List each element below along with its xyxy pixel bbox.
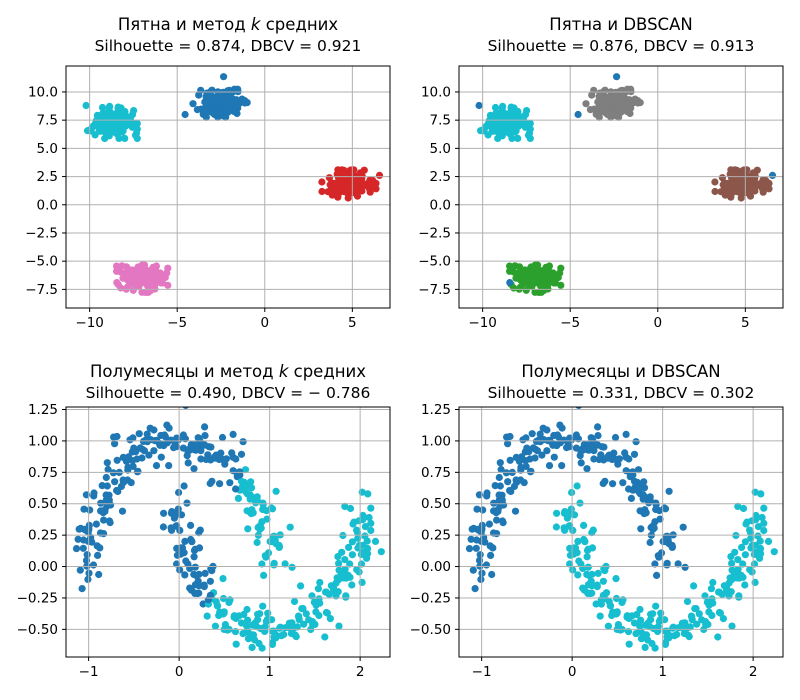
svg-text:2: 2 [749, 664, 758, 680]
svg-text:1.25: 1.25 [421, 402, 451, 418]
axes-moons-kmeans: −1 0 1 2 1.25 1.00 0.75 0.50 0.25 0.00 −0.25 −0.50 [17, 402, 391, 680]
plot-title: Пятна и метод k средних [66, 14, 390, 35]
svg-text:0: 0 [653, 315, 662, 331]
plot-title-block: Полумесяцы и DBSCAN Silhouette = 0.331, … [459, 361, 783, 404]
svg-text:0: 0 [568, 664, 577, 680]
subplot-moons-kmeans: −1 0 1 2 1.25 1.00 0.75 0.50 0.25 0.00 −0.25 −0.50 … [0, 350, 400, 700]
svg-text:−5: −5 [560, 315, 580, 331]
svg-text:7.5: 7.5 [430, 113, 451, 129]
subplot-moons-dbscan: −1 0 1 2 1.25 1.00 0.75 0.50 0.25 0.00 −0.25 −0.50 … [400, 350, 800, 700]
svg-text:−10: −10 [468, 315, 497, 331]
svg-text:10.0: 10.0 [28, 84, 58, 100]
svg-text:1.00: 1.00 [421, 433, 451, 449]
plot-title: Полумесяцы и метод k средних [66, 361, 390, 382]
svg-text:7.5: 7.5 [37, 113, 58, 129]
svg-text:0.0: 0.0 [430, 197, 451, 213]
svg-text:5.0: 5.0 [37, 141, 58, 157]
title-text: средних [288, 362, 367, 381]
axes-moons-dbscan: −1 0 1 2 1.25 1.00 0.75 0.50 0.25 0.00 −0.25 −0.50 [410, 402, 784, 680]
svg-text:5.0: 5.0 [430, 141, 451, 157]
svg-text:1: 1 [658, 664, 667, 680]
svg-text:−1: −1 [79, 664, 99, 680]
svg-text:0: 0 [260, 315, 269, 331]
svg-text:−0.50: −0.50 [410, 622, 451, 638]
svg-text:−5: −5 [167, 315, 187, 331]
svg-text:2.5: 2.5 [37, 169, 58, 185]
svg-text:0: 0 [175, 664, 184, 680]
svg-text:1.25: 1.25 [28, 402, 58, 418]
title-italic-k: k [250, 15, 261, 34]
svg-text:0.75: 0.75 [421, 465, 451, 481]
svg-text:0.75: 0.75 [28, 465, 58, 481]
svg-text:−2.5: −2.5 [25, 225, 58, 241]
svg-text:−0.50: −0.50 [17, 622, 58, 638]
axes-blobs-kmeans: −10 −5 0 5 10.0 7.5 5.0 2.5 0.0 −2.5 −5.0 −7.5 [25, 65, 391, 331]
svg-text:1.00: 1.00 [28, 433, 58, 449]
svg-text:−7.5: −7.5 [418, 282, 451, 298]
svg-text:0.50: 0.50 [28, 496, 58, 512]
svg-text:2.5: 2.5 [430, 169, 451, 185]
svg-text:0.00: 0.00 [28, 559, 58, 575]
title-text: Пятна и метод [117, 15, 251, 34]
svg-text:5: 5 [741, 315, 750, 331]
svg-text:2: 2 [356, 664, 365, 680]
subplot-blobs-dbscan: −10 −5 0 5 10.0 7.5 5.0 2.5 0.0 −2.5 −5.0 −7.5 Пятн… [400, 0, 800, 350]
svg-text:1: 1 [265, 664, 274, 680]
title-text: Пятна и DBSCAN [549, 15, 693, 34]
title-italic-k: k [278, 362, 289, 381]
svg-text:0.25: 0.25 [421, 528, 451, 544]
svg-text:5: 5 [348, 315, 357, 331]
svg-text:−0.25: −0.25 [410, 590, 451, 606]
plot-title: Полумесяцы и DBSCAN [459, 361, 783, 382]
plot-subtitle: Silhouette = 0.331, DBCV = 0.302 [487, 384, 755, 402]
plot-title-block: Полумесяцы и метод k средних Silhouette … [66, 361, 390, 404]
svg-text:10.0: 10.0 [421, 84, 451, 100]
plot-title: Пятна и DBSCAN [459, 14, 783, 35]
plot-title-block: Пятна и DBSCAN Silhouette = 0.876, DBCV … [459, 14, 783, 57]
svg-text:0.0: 0.0 [37, 197, 58, 213]
svg-text:0.50: 0.50 [421, 496, 451, 512]
svg-text:−5.0: −5.0 [25, 254, 58, 270]
plot-subtitle: Silhouette = 0.490, DBCV = − 0.786 [85, 384, 371, 402]
svg-text:−2.5: −2.5 [418, 225, 451, 241]
svg-text:0.00: 0.00 [421, 559, 451, 575]
svg-text:−5.0: −5.0 [418, 254, 451, 270]
svg-text:−10: −10 [75, 315, 104, 331]
title-text: средних [260, 15, 339, 34]
svg-text:−7.5: −7.5 [25, 282, 58, 298]
svg-text:−0.25: −0.25 [17, 590, 58, 606]
title-text: Полумесяцы и метод [89, 362, 279, 381]
subplot-blobs-kmeans: −10 −5 0 5 10.0 7.5 5.0 2.5 0.0 −2.5 −5.0 −7.5 Пятн… [0, 0, 400, 350]
plot-subtitle: Silhouette = 0.876, DBCV = 0.913 [487, 37, 755, 55]
svg-text:−1: −1 [472, 664, 492, 680]
axes-blobs-dbscan: −10 −5 0 5 10.0 7.5 5.0 2.5 0.0 −2.5 −5.0 −7.5 [418, 65, 784, 331]
svg-text:0.25: 0.25 [28, 528, 58, 544]
plot-title-block: Пятна и метод k средних Silhouette = 0.8… [66, 14, 390, 57]
plot-subtitle: Silhouette = 0.874, DBCV = 0.921 [94, 37, 362, 55]
title-text: Полумесяцы и DBSCAN [521, 362, 721, 381]
